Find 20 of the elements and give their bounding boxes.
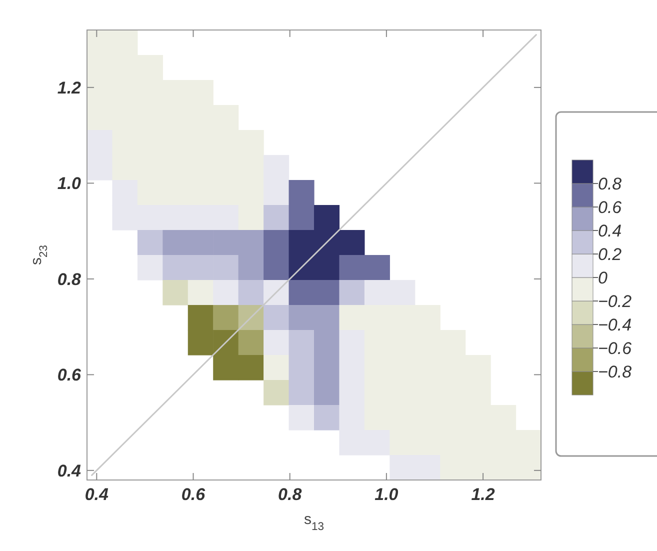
y-tick-label: 0.4	[57, 461, 82, 480]
x-tick-label: 0.4	[84, 485, 110, 504]
color-bar-label: −0.2	[598, 292, 632, 311]
color-bar-label: −0.6	[598, 339, 632, 358]
x-axis-title: s$_{13}$	[304, 511, 324, 533]
y-tick-label: 1.0	[57, 174, 82, 194]
color-bar-label: 0.6	[598, 198, 622, 217]
color-bar-label: 0.4	[598, 222, 622, 240]
y-tick-label: 1.2	[57, 78, 82, 98]
x-tick-label: 0.8	[278, 485, 302, 504]
x-tick-label: 1.0	[374, 485, 399, 504]
y-tick-label: 0.6	[57, 366, 82, 385]
color-bar-label: 0	[598, 268, 608, 288]
color-bar-label: −0.8	[598, 362, 632, 382]
x-tick-label: 0.6	[181, 485, 206, 504]
x-tick-label: 1.2	[471, 485, 496, 504]
color-bar-label: −0.4	[598, 316, 632, 334]
color-bar-label: 0.8	[598, 174, 622, 194]
y-tick-label: 0.8	[57, 270, 82, 289]
color-bar-label: 0.2	[598, 245, 622, 264]
